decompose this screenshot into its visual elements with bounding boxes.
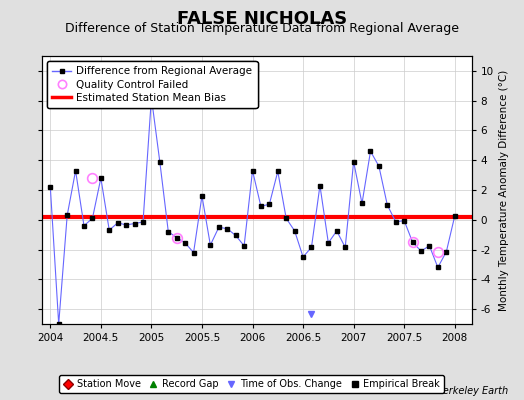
Text: Berkeley Earth: Berkeley Earth (436, 386, 508, 396)
Legend: Difference from Regional Average, Quality Control Failed, Estimated Station Mean: Difference from Regional Average, Qualit… (47, 61, 257, 108)
Legend: Station Move, Record Gap, Time of Obs. Change, Empirical Break: Station Move, Record Gap, Time of Obs. C… (59, 375, 444, 393)
Text: Difference of Station Temperature Data from Regional Average: Difference of Station Temperature Data f… (65, 22, 459, 35)
Text: FALSE NICHOLAS: FALSE NICHOLAS (177, 10, 347, 28)
Y-axis label: Monthly Temperature Anomaly Difference (°C): Monthly Temperature Anomaly Difference (… (499, 69, 509, 311)
